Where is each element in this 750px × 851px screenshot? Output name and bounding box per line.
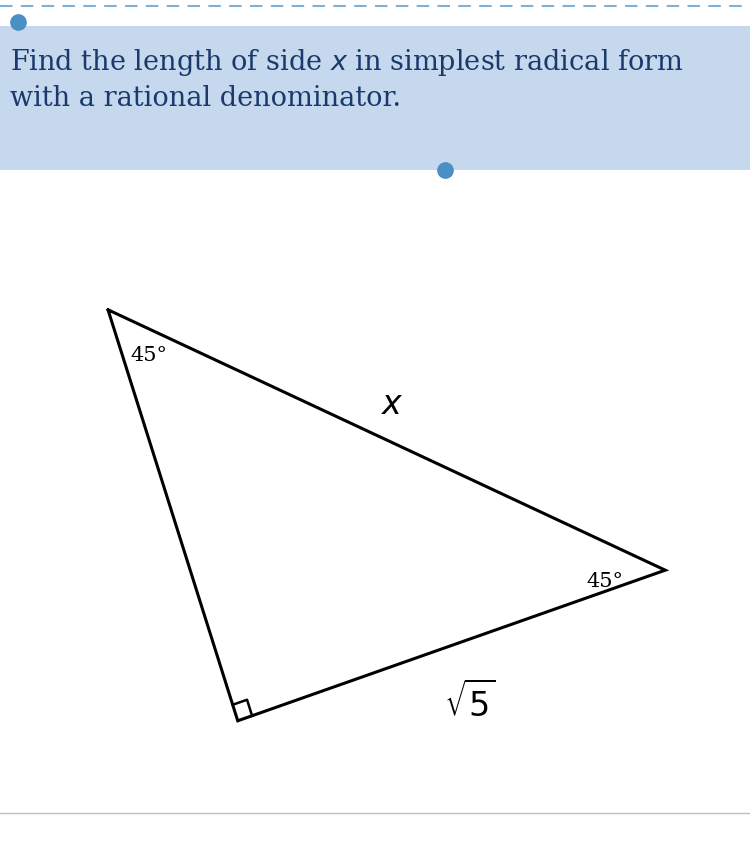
Bar [0,26,750,170]
Text: with a rational denominator.: with a rational denominator. [10,85,400,112]
Text: Find the length of side $x$ in simplest radical form: Find the length of side $x$ in simplest … [10,47,683,77]
Text: $x$: $x$ [380,389,404,420]
Text: 45°: 45° [586,572,623,591]
Text: 45°: 45° [130,346,167,365]
Text: $\sqrt{5}$: $\sqrt{5}$ [444,682,496,724]
